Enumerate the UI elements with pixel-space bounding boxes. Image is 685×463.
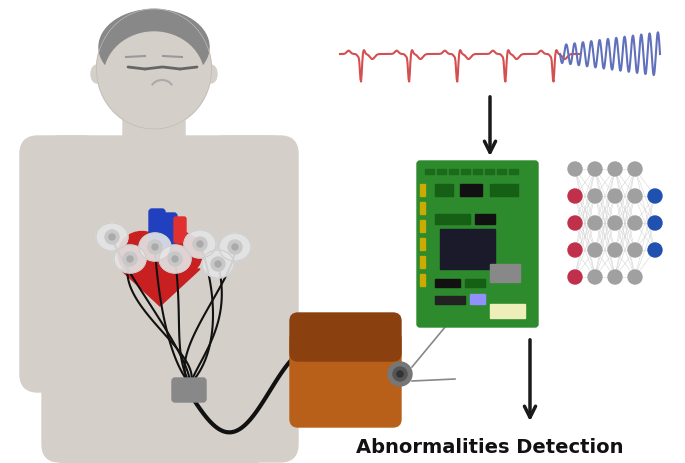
Bar (435, 214, 470, 225)
FancyBboxPatch shape (60, 354, 258, 463)
Bar (460, 185, 482, 197)
Bar (485, 169, 494, 175)
Bar (420, 257, 425, 269)
Circle shape (193, 238, 207, 251)
Circle shape (388, 362, 412, 386)
Circle shape (648, 244, 662, 257)
Circle shape (588, 217, 602, 231)
Ellipse shape (208, 141, 264, 179)
Circle shape (608, 217, 622, 231)
Circle shape (211, 257, 225, 271)
Ellipse shape (45, 141, 99, 179)
Bar (461, 169, 470, 175)
FancyBboxPatch shape (290, 332, 401, 427)
FancyBboxPatch shape (172, 378, 206, 402)
Ellipse shape (184, 231, 216, 258)
Circle shape (105, 231, 119, 244)
Ellipse shape (104, 33, 204, 123)
Ellipse shape (99, 11, 209, 85)
Bar (435, 296, 465, 304)
Circle shape (393, 367, 407, 381)
Circle shape (148, 240, 162, 255)
Bar (425, 169, 434, 175)
Circle shape (608, 189, 622, 204)
Bar (490, 304, 525, 319)
Circle shape (232, 244, 238, 250)
FancyBboxPatch shape (161, 213, 177, 247)
FancyBboxPatch shape (174, 218, 186, 244)
Ellipse shape (154, 232, 202, 277)
FancyBboxPatch shape (207, 137, 288, 392)
FancyBboxPatch shape (20, 137, 101, 392)
FancyBboxPatch shape (417, 162, 538, 327)
FancyBboxPatch shape (42, 137, 298, 462)
Bar (440, 230, 495, 269)
Ellipse shape (159, 245, 191, 274)
FancyBboxPatch shape (149, 210, 165, 250)
Bar (473, 169, 482, 175)
Circle shape (628, 189, 642, 204)
Bar (435, 185, 453, 197)
Bar (420, 238, 425, 250)
Ellipse shape (114, 245, 146, 274)
Ellipse shape (219, 233, 251, 262)
Circle shape (127, 257, 133, 263)
Bar (420, 185, 425, 197)
Circle shape (172, 257, 178, 263)
Ellipse shape (91, 66, 103, 84)
FancyBboxPatch shape (290, 313, 401, 361)
Circle shape (588, 163, 602, 176)
Bar (465, 279, 485, 288)
Bar (509, 169, 518, 175)
Polygon shape (120, 269, 200, 307)
Text: Abnormalities Detection: Abnormalities Detection (356, 438, 624, 457)
Circle shape (109, 234, 115, 240)
Bar (470, 294, 485, 304)
Circle shape (568, 270, 582, 284)
Circle shape (397, 371, 403, 377)
Bar (435, 279, 460, 288)
Circle shape (123, 252, 137, 266)
Circle shape (568, 244, 582, 257)
Bar (420, 275, 425, 287)
Circle shape (648, 217, 662, 231)
Circle shape (568, 189, 582, 204)
Circle shape (228, 240, 242, 255)
Circle shape (215, 262, 221, 268)
Bar (490, 264, 520, 282)
Circle shape (628, 163, 642, 176)
Circle shape (628, 270, 642, 284)
Circle shape (197, 242, 203, 247)
Circle shape (608, 244, 622, 257)
Ellipse shape (118, 232, 166, 277)
Circle shape (628, 217, 642, 231)
Bar (420, 202, 425, 214)
Circle shape (588, 244, 602, 257)
Circle shape (568, 217, 582, 231)
Circle shape (648, 189, 662, 204)
Circle shape (588, 270, 602, 284)
Bar (497, 169, 506, 175)
Bar (437, 169, 446, 175)
Ellipse shape (97, 10, 212, 130)
Ellipse shape (205, 66, 217, 84)
FancyBboxPatch shape (123, 115, 185, 180)
Ellipse shape (139, 233, 171, 262)
Ellipse shape (202, 250, 234, 278)
Ellipse shape (96, 224, 128, 251)
Circle shape (608, 163, 622, 176)
Bar (420, 220, 425, 232)
Bar (449, 169, 458, 175)
Circle shape (568, 163, 582, 176)
Circle shape (588, 189, 602, 204)
Bar (490, 185, 518, 197)
Circle shape (168, 252, 182, 266)
Circle shape (628, 244, 642, 257)
Circle shape (608, 270, 622, 284)
Bar (475, 214, 495, 225)
Circle shape (152, 244, 158, 250)
